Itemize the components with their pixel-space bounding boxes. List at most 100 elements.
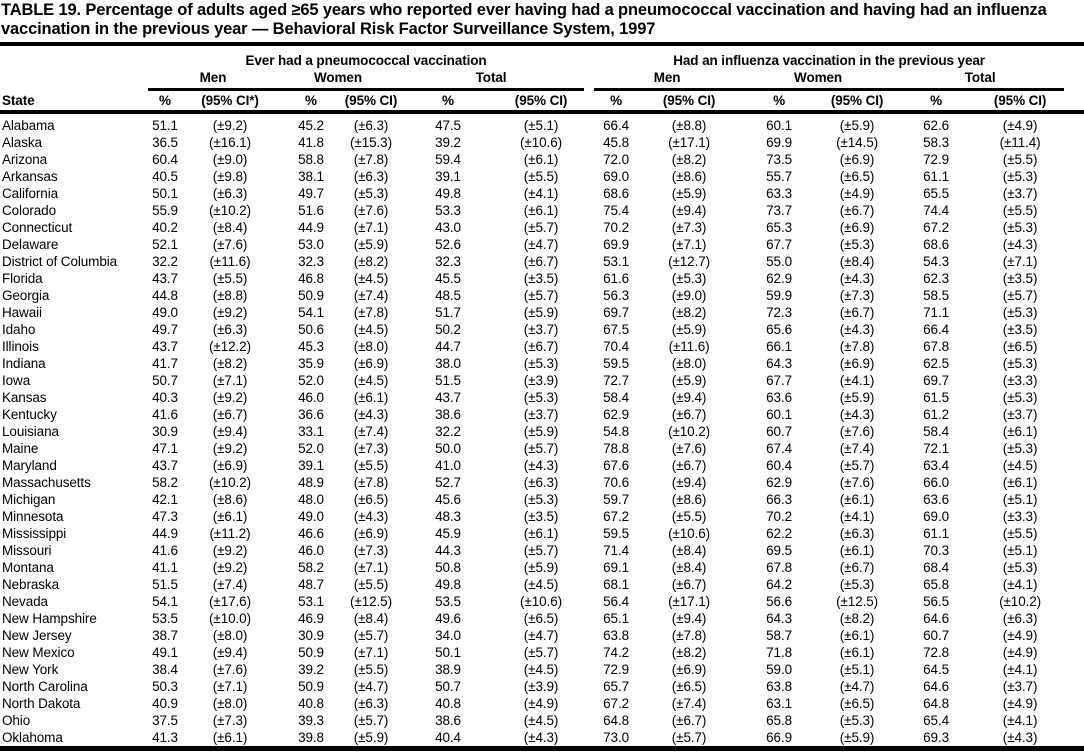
group-header-pneumococcal: Ever had a pneumococcal vaccination [245, 53, 487, 68]
ci-value: (±6.3) [1002, 611, 1038, 626]
ci-value: (±10.2) [668, 424, 711, 439]
spacer-cell [1064, 372, 1084, 389]
ci-value: (±4.7) [839, 679, 875, 694]
percent-value: 52.1 [152, 237, 178, 252]
percent-value: 51.6 [298, 203, 324, 218]
subgroup-header-row: Men Women Total Men Women Total [0, 69, 1084, 91]
column-header-ci-first: (95% CI*) [182, 89, 278, 114]
spacer-cell [584, 695, 594, 712]
spacer-cell [584, 491, 594, 508]
spacer-cell [1064, 168, 1084, 185]
ci-value: (±10.6) [520, 135, 563, 150]
ci-value: (±5.9) [353, 237, 389, 252]
percent-value: 63.4 [923, 458, 949, 473]
spacer-cell [1064, 644, 1084, 661]
percent-value: 70.2 [766, 509, 792, 524]
percent-value: 69.0 [603, 169, 629, 184]
table-row: Colorado 55.9 (±10.2) 51.6 (±7.6) 53.3 (±6.1) 7… [0, 202, 1084, 219]
ci-value: (±8.2) [839, 611, 875, 626]
spacer-cell [1064, 287, 1084, 304]
ci-value: (±6.9) [671, 662, 707, 677]
percent-value: 35.9 [298, 356, 324, 371]
percent-value: 49.8 [435, 186, 461, 201]
spacer-cell [584, 112, 594, 134]
percent-value: 53.3 [435, 203, 461, 218]
percent-value: 73.0 [603, 730, 629, 745]
ci-value: (±7.8) [353, 475, 389, 490]
ci-value: (±7.6) [839, 475, 875, 490]
ci-value: (±5.9) [671, 322, 707, 337]
ci-value: (±6.7) [523, 339, 559, 354]
state-name: Ohio [2, 713, 31, 728]
percent-value: 40.5 [152, 169, 178, 184]
percent-value: 61.2 [923, 407, 949, 422]
percent-value: 44.3 [435, 543, 461, 558]
percent-value: 68.4 [923, 560, 949, 575]
ci-value: (±6.1) [523, 526, 559, 541]
percent-value: 50.0 [435, 441, 461, 456]
table-row: Missouri 41.6 (±9.2) 46.0 (±7.3) 44.3 (±5.7) 71… [0, 542, 1084, 559]
ci-value: (±6.1) [1002, 424, 1038, 439]
percent-value: 66.3 [766, 492, 792, 507]
ci-value: (±8.4) [353, 611, 389, 626]
ci-value: (±12.5) [836, 594, 879, 609]
table-row: Massachusetts 58.2 (±10.2) 48.9 (±7.8) 52.7 (±… [0, 474, 1084, 491]
ci-value: (±7.6) [212, 237, 248, 252]
percent-value: 45.2 [298, 118, 324, 133]
spacer-cell [1064, 270, 1084, 287]
percent-value: 49.7 [152, 322, 178, 337]
percent-value: 65.6 [766, 322, 792, 337]
percent-value: 54.3 [923, 254, 949, 269]
percent-value: 53.1 [298, 594, 324, 609]
percent-value: 53.5 [152, 611, 178, 626]
ci-value: (±3.7) [1002, 186, 1038, 201]
ci-value: (±4.1) [839, 509, 875, 524]
ci-value: (±7.3) [839, 288, 875, 303]
percent-value: 70.3 [923, 543, 949, 558]
ci-value: (±7.3) [212, 713, 248, 728]
spacer-cell [584, 678, 594, 695]
spacer-cell [584, 525, 594, 542]
percent-value: 62.2 [766, 526, 792, 541]
spacer-cell [584, 593, 594, 610]
ci-value: (±5.3) [1002, 169, 1038, 184]
ci-value: (±9.2) [212, 390, 248, 405]
spacer-cell [584, 185, 594, 202]
ci-value: (±8.6) [212, 492, 248, 507]
ci-value: (±8.0) [353, 339, 389, 354]
percent-value: 59.5 [603, 526, 629, 541]
state-name: Hawaii [2, 305, 42, 320]
percent-value: 48.0 [298, 492, 324, 507]
column-header-ci: (95% CI) [344, 89, 398, 114]
percent-value: 65.5 [923, 186, 949, 201]
spacer-cell [584, 559, 594, 576]
spacer-cell [1064, 44, 1084, 69]
state-name: Indiana [2, 356, 46, 371]
ci-value: (±5.7) [523, 645, 559, 660]
spacer-cell [584, 202, 594, 219]
percent-value: 49.6 [435, 611, 461, 626]
ci-value: (±5.3) [1002, 390, 1038, 405]
percent-value: 48.3 [435, 509, 461, 524]
percent-value: 40.8 [435, 696, 461, 711]
percent-value: 41.1 [152, 560, 178, 575]
ci-value: (±5.3) [1002, 560, 1038, 575]
ci-value: (±7.1) [353, 645, 389, 660]
percent-value: 38.0 [435, 356, 461, 371]
ci-value: (±3.3) [1002, 509, 1038, 524]
percent-value: 67.2 [603, 509, 629, 524]
table-body: Alabama 51.1 (±9.2) 45.2 (±6.3) 47.5 (±5.1) 66.… [0, 112, 1084, 749]
table-header: Ever had a pneumococcal vaccination Had … [0, 44, 1084, 114]
ci-value: (±3.5) [523, 271, 559, 286]
table-row: Delaware 52.1 (±7.6) 53.0 (±5.9) 52.6 (±4.7) 69… [0, 236, 1084, 253]
ci-value: (±6.9) [839, 220, 875, 235]
table-row: Kansas 40.3 (±9.2) 46.0 (±6.1) 43.7 (±5.3) 58.4… [0, 389, 1084, 406]
ci-value: (±9.4) [212, 424, 248, 439]
ci-value: (±5.3) [671, 271, 707, 286]
percent-value: 56.6 [766, 594, 792, 609]
subgroup-header-flu-total: Total [896, 69, 1065, 91]
percent-value: 74.4 [923, 203, 949, 218]
percent-value: 69.0 [923, 509, 949, 524]
ci-value: (±4.9) [523, 696, 559, 711]
percent-value: 49.0 [298, 509, 324, 524]
